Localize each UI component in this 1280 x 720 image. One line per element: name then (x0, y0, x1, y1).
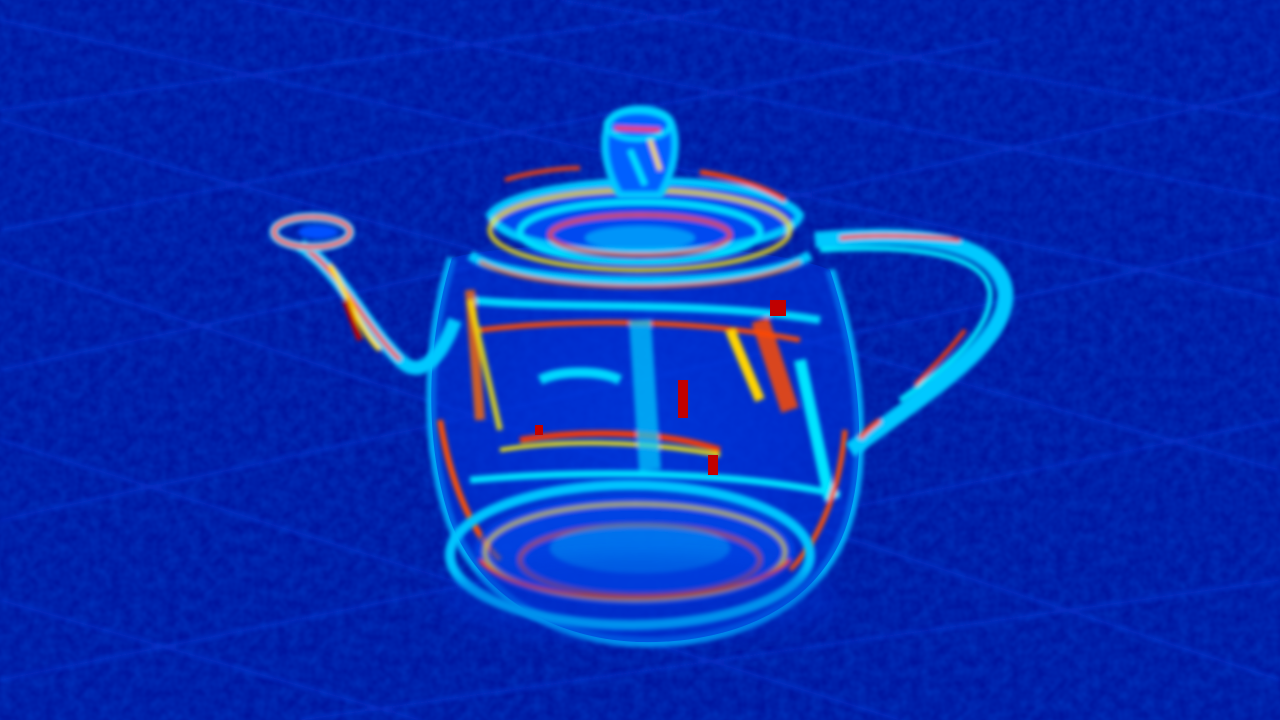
teapot-handle (814, 228, 1014, 457)
teapot-knob (601, 105, 679, 199)
teapot-lid (467, 166, 813, 289)
teapot (269, 105, 1014, 650)
teapot-shadow (440, 555, 840, 645)
teapot-spout (269, 212, 462, 375)
